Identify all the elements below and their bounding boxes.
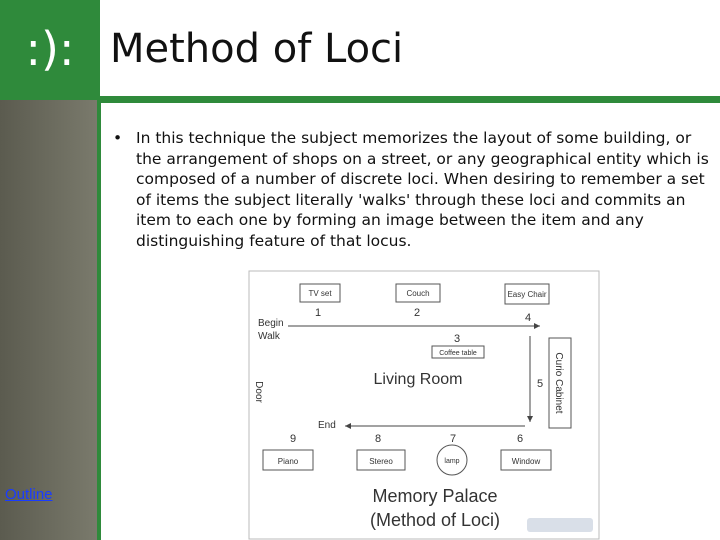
number: 4	[525, 312, 531, 324]
diagram-frame	[248, 270, 600, 540]
begin-label: Walk	[258, 331, 281, 342]
box	[431, 345, 485, 359]
item: Curio Cabinet	[553, 352, 564, 413]
box	[262, 449, 314, 471]
bullet: • In this technique the subject memorizes…	[113, 128, 713, 251]
caption: (Method of Loci)	[370, 510, 500, 530]
bullet-text: In this technique the subject memorizes …	[136, 129, 709, 250]
title: Method of Loci	[110, 26, 404, 72]
item: TV set	[308, 289, 332, 298]
item: lamp	[444, 458, 459, 465]
item: Couch	[406, 289, 429, 298]
outline-link[interactable]: Outline	[5, 486, 53, 503]
box	[504, 283, 550, 305]
number: 7	[450, 433, 456, 445]
box	[299, 283, 341, 303]
item: Stereo	[369, 457, 393, 466]
item: Window	[512, 457, 541, 466]
logo: :):	[0, 0, 100, 100]
box	[356, 449, 406, 471]
bullet-dot: •	[113, 129, 123, 147]
number: 8	[375, 433, 381, 445]
end-label: End	[318, 420, 336, 431]
number: 9	[290, 433, 296, 445]
box	[500, 449, 552, 471]
number: 6	[517, 433, 523, 445]
lamp-circle	[436, 444, 468, 476]
door-label: Door	[253, 381, 264, 403]
box	[395, 283, 441, 303]
publisher-logo	[527, 518, 593, 532]
sidebar-edge	[97, 100, 101, 540]
number: 1	[315, 307, 321, 319]
number: 2	[414, 307, 420, 319]
item: Piano	[278, 457, 299, 466]
begin-label: Begin	[258, 318, 284, 329]
item: Coffee table	[439, 350, 477, 357]
title-rule	[100, 96, 720, 103]
room-label: Living Room	[374, 371, 463, 388]
sidebar	[0, 100, 97, 540]
caption: Memory Palace	[372, 486, 497, 506]
number: 3	[454, 333, 460, 345]
number: 5	[537, 378, 543, 390]
diagram: TV set Couch Easy Chair 1 2 3 4 Begin Wa…	[248, 270, 600, 540]
box	[548, 337, 572, 429]
item: Easy Chair	[507, 290, 546, 299]
